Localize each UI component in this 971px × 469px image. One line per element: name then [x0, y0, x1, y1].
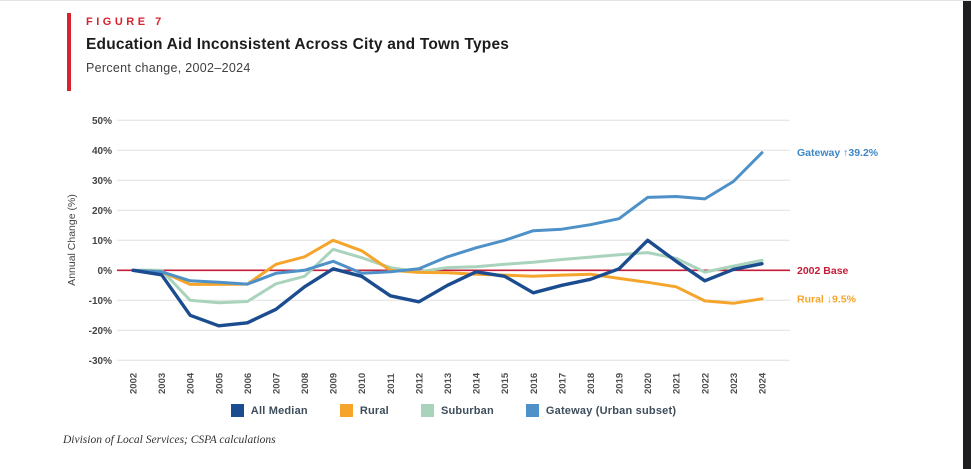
x-tick-label: 2002 — [129, 373, 140, 394]
y-tick-label: 0% — [98, 266, 113, 277]
legend-label: Rural — [359, 404, 389, 417]
red-accent-bar — [67, 13, 71, 91]
x-tick-label: 2023 — [729, 373, 740, 394]
chart-legend: All Median Rural Suburban Gateway (Urban… — [117, 404, 790, 417]
series-line-gateway-urban-subset — [131, 151, 764, 286]
y-tick-label: -10% — [89, 296, 112, 307]
x-tick-label: 2017 — [557, 373, 568, 394]
screen-edge-strip — [963, 1, 971, 469]
x-tick-label: 2020 — [643, 373, 654, 394]
all-median-swatch-icon — [230, 404, 244, 417]
x-tick-label: 2022 — [700, 373, 711, 394]
series-line-suburban — [131, 247, 764, 305]
figure-label: FIGURE 7 — [86, 16, 165, 28]
legend-label: Gateway (Urban subset) — [545, 404, 677, 417]
x-tick-label: 2006 — [243, 373, 254, 394]
y-tick-label: 30% — [92, 176, 112, 187]
legend-item-rural: Rural — [339, 404, 389, 417]
y-tick-label: 40% — [92, 146, 112, 157]
x-tick-label: 2013 — [443, 373, 454, 394]
gateway-swatch-icon — [525, 404, 539, 417]
legend-item-suburban: Suburban — [420, 404, 494, 417]
x-tick-label: 2016 — [529, 373, 540, 394]
chart-header: FIGURE 7 Education Aid Inconsistent Acro… — [86, 16, 509, 75]
x-tick-label: 2021 — [672, 372, 683, 394]
x-tick-label: 2024 — [757, 372, 768, 394]
x-tick-label: 2003 — [157, 373, 168, 394]
rural-swatch-icon — [339, 404, 353, 417]
x-tick-label: 2014 — [472, 372, 483, 394]
legend-item-all-median: All Median — [230, 404, 308, 417]
x-tick-label: 2018 — [586, 373, 597, 394]
x-tick-label: 2012 — [414, 373, 425, 394]
series-line-rural — [131, 238, 764, 305]
x-tick-label: 2019 — [615, 373, 626, 394]
x-tick-label: 2015 — [500, 372, 511, 394]
y-tick-label: 10% — [92, 236, 112, 247]
source-note: Division of Local Services; CSPA calcula… — [63, 434, 276, 446]
legend-label: All Median — [250, 404, 308, 417]
x-tick-label: 2010 — [357, 373, 368, 394]
suburban-swatch-icon — [420, 404, 434, 417]
legend-label: Suburban — [440, 404, 494, 417]
annotation-label: Rural ↓9.5% — [797, 293, 857, 305]
x-tick-label: 2008 — [300, 373, 311, 394]
legend-item-gateway: Gateway (Urban subset) — [525, 404, 677, 417]
y-axis-label: Annual Change (%) — [66, 194, 78, 286]
y-tick-label: -20% — [89, 326, 112, 337]
y-tick-label: 50% — [92, 116, 112, 127]
line-chart: 50% 40% 30% 20% 10% 0% -10% -20% -30% Annual Chan… — [66, 116, 879, 394]
x-tick-label: 2004 — [186, 372, 197, 394]
x-tick-label: 2007 — [271, 373, 282, 394]
chart-title: Education Aid Inconsistent Across City a… — [86, 36, 510, 53]
chart-subtitle: Percent change, 2002–2024 — [86, 61, 251, 75]
y-tick-label: 20% — [92, 206, 112, 217]
x-tick-label: 2009 — [329, 373, 340, 394]
series-line-all-median — [131, 238, 764, 328]
annotation-label: Gateway ↑39.2% — [797, 147, 879, 159]
x-tick-label: 2011 — [386, 373, 397, 394]
x-tick-label: 2005 — [214, 372, 225, 394]
annotation-label: 2002 Base — [797, 265, 849, 277]
y-tick-label: -30% — [89, 356, 112, 367]
